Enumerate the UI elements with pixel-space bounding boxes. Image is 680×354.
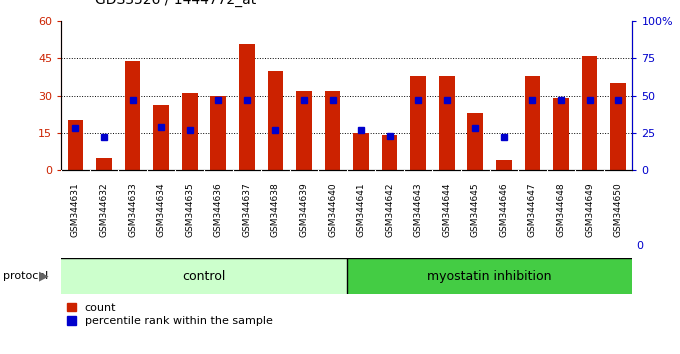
Bar [467, 113, 483, 170]
Bar [381, 135, 398, 170]
Text: myostatin inhibition: myostatin inhibition [427, 270, 552, 282]
Bar [239, 44, 255, 170]
Text: GSM344638: GSM344638 [271, 183, 280, 238]
Bar [524, 76, 541, 170]
Text: GSM344636: GSM344636 [214, 183, 223, 238]
Legend: count, percentile rank within the sample: count, percentile rank within the sample [67, 303, 273, 326]
Text: GSM344642: GSM344642 [385, 183, 394, 237]
Text: GSM344634: GSM344634 [156, 183, 166, 237]
Text: protocol: protocol [3, 271, 49, 281]
Text: GSM344647: GSM344647 [528, 183, 537, 237]
Text: GDS3526 / 1444772_at: GDS3526 / 1444772_at [95, 0, 256, 7]
Text: GSM344637: GSM344637 [242, 183, 252, 238]
Text: 0: 0 [636, 241, 643, 251]
Text: GSM344631: GSM344631 [71, 183, 80, 238]
Bar [67, 120, 84, 170]
Text: GSM344643: GSM344643 [413, 183, 423, 237]
Text: GSM344640: GSM344640 [328, 183, 337, 237]
Bar [610, 83, 626, 170]
Bar [267, 71, 284, 170]
Text: GSM344645: GSM344645 [471, 183, 480, 237]
Text: GSM344649: GSM344649 [585, 183, 594, 237]
Bar [96, 158, 112, 170]
Bar [210, 96, 226, 170]
Text: GSM344644: GSM344644 [442, 183, 452, 237]
Text: GSM344648: GSM344648 [556, 183, 566, 237]
Text: GSM344632: GSM344632 [99, 183, 109, 237]
Bar [347, 258, 632, 294]
Text: GSM344635: GSM344635 [185, 183, 194, 238]
Bar [324, 91, 341, 170]
Bar [124, 61, 141, 170]
Bar [61, 258, 347, 294]
Text: ▶: ▶ [39, 270, 49, 282]
Bar [439, 76, 455, 170]
Text: GSM344650: GSM344650 [613, 183, 623, 238]
Bar [153, 105, 169, 170]
Text: control: control [182, 270, 226, 282]
Bar [410, 76, 426, 170]
Text: GSM344633: GSM344633 [128, 183, 137, 238]
Bar [296, 91, 312, 170]
Text: GSM344641: GSM344641 [356, 183, 366, 237]
Text: GSM344639: GSM344639 [299, 183, 309, 238]
Bar [553, 98, 569, 170]
Bar [353, 133, 369, 170]
Bar [496, 160, 512, 170]
Text: GSM344646: GSM344646 [499, 183, 509, 237]
Bar [182, 93, 198, 170]
Bar [581, 56, 598, 170]
